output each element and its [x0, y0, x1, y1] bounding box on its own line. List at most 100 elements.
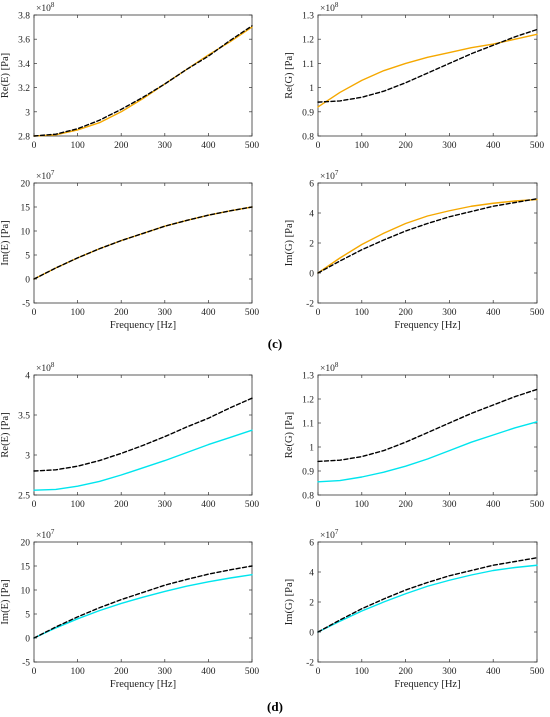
x-tick-label: 100 [70, 500, 85, 510]
y-axis-label: Im(G) [Pa] [284, 579, 295, 625]
x-tick-label: 100 [355, 141, 370, 151]
y-tick-label: 2 [309, 240, 314, 250]
y-exponent-label: ×107 [36, 169, 55, 182]
x-tick-label: 0 [316, 141, 321, 151]
y-tick-label: 15 [21, 204, 31, 214]
x-tick-label: 200 [114, 308, 129, 318]
series-reference-dashed [317, 557, 538, 633]
y-exponent-label: ×108 [36, 361, 55, 374]
x-axis-label: Frequency [Hz] [394, 320, 460, 331]
y-tick-label: 3.8 [18, 12, 30, 22]
y-tick-label: 0 [309, 629, 314, 639]
x-axis-label: Frequency [Hz] [110, 679, 176, 690]
y-exponent-label: ×107 [36, 528, 55, 541]
x-axis-label: Frequency [Hz] [394, 679, 460, 690]
y-tick-label: 3.5 [18, 412, 30, 422]
x-tick-label: 300 [158, 500, 173, 510]
y-tick-label: 5 [25, 611, 30, 621]
y-exponent-label: ×108 [320, 1, 339, 14]
x-tick-label: 300 [158, 141, 173, 151]
x-tick-label: 400 [486, 141, 501, 151]
y-tick-label: 1.3 [302, 12, 314, 22]
y-tick-label: 3.4 [18, 60, 30, 70]
series-reference-dashed [317, 28, 538, 103]
x-tick-label: 200 [398, 141, 413, 151]
y-axis-label: Re(E) [Pa] [0, 53, 11, 98]
plot-frame [33, 14, 253, 137]
x-tick-label: 500 [530, 141, 545, 151]
y-tick-label: 0.8 [302, 133, 314, 143]
y-tick-label: 6 [309, 180, 314, 190]
x-tick-label: 100 [70, 667, 85, 677]
series-reference-dashed [317, 388, 538, 463]
y-tick-label: 3.6 [18, 36, 30, 46]
series-reference-dashed [317, 198, 538, 274]
x-tick-label: 400 [201, 500, 216, 510]
x-tick-label: 300 [442, 141, 457, 151]
y-tick-label: 15 [21, 563, 31, 573]
y-tick-label: 20 [21, 180, 31, 190]
x-tick-label: 400 [486, 308, 501, 318]
series-reference-dashed [33, 25, 253, 137]
plot-frame [317, 541, 538, 663]
plot-frame [33, 541, 253, 663]
y-tick-label: -5 [22, 659, 30, 669]
y-tick-label: 20 [21, 539, 31, 549]
y-axis-label: Re(G) [Pa] [284, 412, 295, 458]
y-tick-label: 4 [25, 372, 30, 382]
series-solid [317, 198, 538, 274]
x-tick-label: 200 [114, 667, 129, 677]
x-tick-label: 500 [245, 667, 260, 677]
x-tick-label: 0 [316, 308, 321, 318]
y-tick-label: 0 [25, 635, 30, 645]
y-exponent-label: ×108 [320, 361, 339, 374]
x-tick-label: 300 [442, 308, 457, 318]
y-tick-label: 1.3 [302, 372, 314, 382]
y-tick-label: 10 [21, 587, 31, 597]
x-tick-label: 300 [158, 308, 173, 318]
y-exponent-label: ×108 [36, 1, 55, 14]
x-tick-label: 500 [530, 308, 545, 318]
panel-label-c: (c) [268, 336, 282, 351]
x-tick-label: 200 [398, 500, 413, 510]
x-tick-label: 400 [201, 308, 216, 318]
x-tick-label: 0 [32, 667, 37, 677]
x-tick-label: 400 [201, 667, 216, 677]
y-axis-label: Re(E) [Pa] [0, 412, 11, 457]
y-tick-label: 0.8 [302, 492, 314, 502]
y-exponent-label: ×107 [320, 169, 339, 182]
chart-panel-c-2: 0 100 200 300 400 500 0.8 0.9 1 1.1 1.2 1.3 ×108 Re(G… [284, 1, 544, 151]
y-tick-label: 1 [309, 444, 314, 454]
x-tick-label: 400 [486, 667, 501, 677]
y-tick-label: 3 [25, 452, 30, 462]
series-solid [33, 206, 253, 280]
y-axis-label: Im(E) [Pa] [0, 220, 11, 265]
y-tick-label: -5 [22, 300, 30, 310]
y-tick-label: 2.8 [18, 133, 30, 143]
y-tick-label: 0 [25, 276, 30, 286]
x-tick-label: 200 [114, 500, 129, 510]
y-tick-label: 1.1 [302, 420, 314, 430]
y-tick-label: 4 [309, 210, 314, 220]
x-tick-label: 0 [32, 308, 37, 318]
panel-label-d: (d) [267, 699, 283, 714]
y-tick-label: 2.5 [18, 492, 30, 502]
series-reference-dashed [33, 397, 253, 472]
y-tick-label: 3.2 [18, 84, 30, 94]
x-tick-label: 500 [245, 500, 260, 510]
series-solid [33, 429, 253, 491]
x-tick-label: 0 [316, 667, 321, 677]
x-tick-label: 400 [201, 141, 216, 151]
series-solid [317, 33, 538, 108]
chart-panel-d-2: 0 100 200 300 400 500 0.8 0.9 1 1.1 1.2 1.3 ×108 Re(G… [284, 361, 544, 510]
y-tick-label: 3 [25, 108, 30, 118]
chart-panel-c-1: 0 100 200 300 400 500 2.8 3 3.2 3.4 3.6 3.8 ×108 Re(E… [0, 1, 259, 151]
plot-frame [317, 14, 538, 137]
plot-frame [33, 182, 253, 304]
x-tick-label: 300 [442, 667, 457, 677]
x-tick-label: 400 [486, 500, 501, 510]
series-reference-dashed [33, 565, 253, 639]
y-axis-label: Im(E) [Pa] [0, 579, 11, 624]
x-tick-label: 300 [158, 667, 173, 677]
